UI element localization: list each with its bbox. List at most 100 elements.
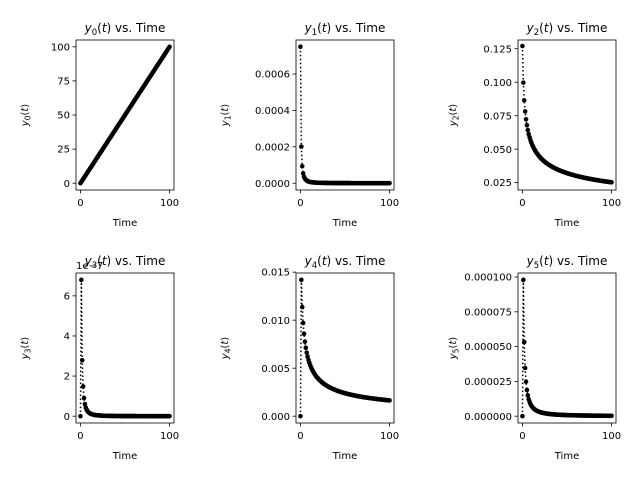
data-point (300, 320, 306, 326)
x-tick-label: 0 (297, 198, 303, 209)
subplot-title: y2(t) vs. Time (526, 21, 608, 38)
series-line (299, 46, 390, 184)
data-point (304, 350, 309, 355)
y-tick-label: 0.015 (261, 268, 290, 279)
axes-frame (295, 39, 395, 191)
x-axis-label: Time (112, 218, 137, 229)
subplot-2: 0 100 0.025 0.050 0.075 0.100 0.125 y2(t) vs. T… (448, 21, 621, 229)
data-point (78, 413, 83, 419)
data-point (298, 413, 303, 419)
y-tick-label: 0.125 (483, 44, 512, 55)
data-point (299, 144, 304, 149)
x-tick-label: 0 (77, 431, 83, 442)
subplot-4: 0 100 0.000 0.005 0.010 0.015 y4(t) vs. Time Ti… (220, 254, 399, 462)
data-point (167, 413, 172, 419)
data-point (298, 44, 303, 50)
subplot-title: y1(t) vs. Time (304, 21, 386, 38)
series-line (79, 279, 170, 417)
y-tick-label: 0 (64, 179, 70, 190)
data-point (301, 331, 307, 337)
x-tick-label: 100 (380, 431, 399, 442)
data-point (520, 43, 525, 49)
data-point (520, 413, 525, 419)
data-point (524, 122, 530, 128)
data-point (81, 395, 87, 401)
subplot-0: 0 100 0 25 50 75 100 y0(t) vs. Time Time y0(t) (20, 21, 179, 229)
data-point (522, 365, 528, 371)
y-tick-label: 0.075 (483, 111, 512, 122)
subplot-5: 0 100 0.000000 0.000025 0.000050 0.000075 0.00… (448, 254, 621, 462)
data-point (521, 80, 526, 85)
y-tick-label: 4 (64, 332, 70, 343)
y-tick-label: 100 (51, 42, 70, 53)
data-point (521, 98, 527, 103)
subplot-title: y5(t) vs. Time (526, 254, 608, 271)
data-point (387, 180, 392, 186)
subplot-title: y0(t) vs. Time (84, 21, 166, 38)
y-tick-label: 0.050 (483, 145, 512, 156)
data-point (609, 180, 614, 185)
x-tick-label: 100 (602, 431, 621, 442)
series-line (299, 279, 390, 417)
data-point (525, 393, 531, 398)
x-tick-label: 100 (160, 198, 179, 209)
axes-frame (75, 272, 175, 424)
data-point (524, 387, 530, 393)
y-axis-label: y5(t) (448, 337, 461, 361)
y-tick-label: 75 (57, 77, 70, 88)
data-point (521, 277, 526, 283)
data-point (525, 127, 531, 133)
data-point (299, 304, 305, 310)
y-tick-label: 0.000050 (464, 342, 512, 353)
y-tick-label: 0.0000 (255, 179, 290, 190)
y-tick-label: 0.0006 (255, 70, 290, 81)
data-point (79, 358, 85, 363)
y-tick-label: 0.000 (261, 412, 290, 423)
offset-text: 1e−7 (76, 261, 103, 272)
x-tick-label: 0 (519, 198, 525, 209)
y-tick-label: 2 (64, 372, 70, 383)
subplot-1: 0 100 0.0000 0.0002 0.0004 0.0006 y1(t) vs. Ti… (220, 21, 399, 229)
data-point (302, 339, 308, 344)
subplot-title: y4(t) vs. Time (304, 254, 386, 271)
y-axis-label: y4(t) (220, 337, 233, 361)
y-tick-label: 0.000100 (464, 273, 512, 284)
x-tick-label: 0 (77, 198, 83, 209)
data-point (522, 109, 528, 114)
x-tick-label: 0 (297, 431, 303, 442)
x-axis-label: Time (554, 451, 579, 462)
data-point (79, 277, 84, 283)
series-line (521, 46, 612, 184)
x-tick-label: 100 (380, 198, 399, 209)
subplot-3: 0 100 0 2 4 6 1e−7y3(t) vs. Time Time y3(t) (20, 254, 179, 462)
data-point (521, 339, 527, 345)
x-axis-label: Time (332, 451, 357, 462)
series-line (521, 279, 612, 417)
y-tick-label: 0.010 (261, 316, 290, 327)
x-axis-label: Time (332, 218, 357, 229)
y-axis-label: y2(t) (448, 104, 461, 128)
y-tick-label: 25 (57, 145, 70, 156)
x-tick-label: 100 (602, 198, 621, 209)
data-point (82, 401, 88, 407)
y-axis-label: y0(t) (20, 104, 33, 128)
y-axis-label: y1(t) (220, 104, 233, 128)
data-point (299, 163, 305, 169)
y-tick-label: 0.000000 (464, 412, 512, 423)
axes-frame (295, 272, 395, 424)
y-tick-label: 50 (57, 111, 70, 122)
y-axis-label: y3(t) (20, 337, 33, 361)
x-tick-label: 100 (160, 431, 179, 442)
data-point (523, 116, 529, 122)
y-tick-label: 0.100 (483, 78, 512, 89)
axes-frame (517, 272, 617, 424)
x-axis-label: Time (554, 218, 579, 229)
y-tick-label: 0.0002 (255, 142, 290, 153)
data-point (80, 384, 86, 389)
y-tick-label: 0.0004 (255, 106, 290, 117)
axes-frame (517, 39, 617, 191)
y-tick-label: 0.025 (483, 178, 512, 189)
data-point (387, 398, 392, 403)
x-tick-label: 0 (519, 431, 525, 442)
